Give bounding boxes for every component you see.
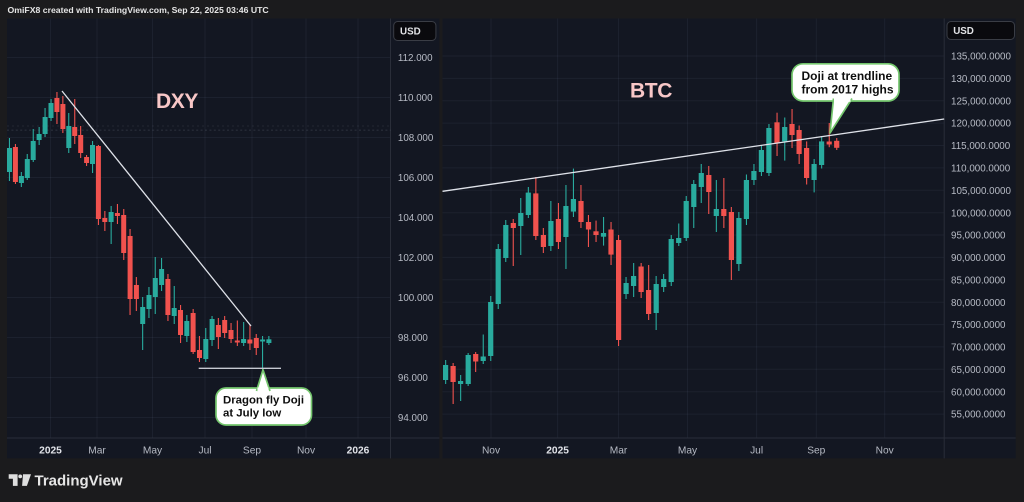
svg-text:110,000.0000: 110,000.0000 [951, 164, 1011, 175]
svg-text:Jul: Jul [750, 446, 763, 457]
svg-text:130,000.0000: 130,000.0000 [951, 74, 1011, 85]
svg-text:102.000: 102.000 [398, 253, 434, 264]
svg-text:Mar: Mar [610, 446, 628, 457]
svg-text:Mar: Mar [88, 446, 106, 457]
svg-text:55,000.0000: 55,000.0000 [951, 410, 1006, 421]
svg-text:112.000: 112.000 [398, 53, 433, 64]
svg-text:Doji at trendline: Doji at trendline [802, 69, 893, 83]
svg-text:110.000: 110.000 [398, 93, 433, 104]
svg-text:Jul: Jul [198, 446, 211, 457]
svg-text:Nov: Nov [876, 446, 895, 457]
svg-text:USD: USD [953, 26, 974, 37]
svg-text:65,000.0000: 65,000.0000 [951, 365, 1006, 376]
svg-text:135,000.0000: 135,000.0000 [951, 52, 1011, 63]
svg-text:94.000: 94.000 [398, 413, 429, 424]
svg-text:BTC: BTC [630, 80, 672, 103]
svg-text:Sep: Sep [807, 446, 825, 457]
svg-text:115,000.0000: 115,000.0000 [951, 141, 1011, 152]
svg-text:May: May [143, 446, 163, 457]
svg-text:125,000.0000: 125,000.0000 [951, 96, 1011, 107]
svg-text:80,000.0000: 80,000.0000 [951, 298, 1006, 309]
svg-text:Nov: Nov [482, 446, 501, 457]
svg-text:105,000.0000: 105,000.0000 [951, 186, 1011, 197]
svg-text:from 2017 highs: from 2017 highs [802, 83, 894, 97]
svg-text:104.000: 104.000 [398, 213, 434, 224]
svg-text:at July low: at July low [223, 408, 281, 420]
svg-text:TradingView: TradingView [35, 472, 123, 489]
svg-text:75,000.0000: 75,000.0000 [951, 320, 1006, 331]
svg-text:120,000.0000: 120,000.0000 [951, 119, 1011, 130]
svg-text:2026: 2026 [347, 446, 370, 457]
svg-text:2025: 2025 [546, 446, 569, 457]
svg-text:Nov: Nov [297, 446, 316, 457]
svg-text:100.000: 100.000 [398, 293, 434, 304]
svg-text:DXY: DXY [156, 90, 198, 113]
svg-text:OmiFX8 created with TradingVie: OmiFX8 created with TradingView.com, Sep… [8, 5, 270, 15]
svg-text:60,000.0000: 60,000.0000 [951, 387, 1006, 398]
svg-text:Sep: Sep [243, 446, 261, 457]
svg-text:May: May [678, 446, 698, 457]
svg-text:85,000.0000: 85,000.0000 [951, 275, 1006, 286]
svg-text:98.000: 98.000 [398, 333, 429, 344]
svg-text:96.000: 96.000 [398, 373, 429, 384]
svg-text:95,000.0000: 95,000.0000 [951, 231, 1006, 242]
svg-text:100,000.0000: 100,000.0000 [951, 208, 1011, 219]
svg-text:108.000: 108.000 [398, 133, 434, 144]
svg-text:USD: USD [400, 27, 421, 38]
svg-text:90,000.0000: 90,000.0000 [951, 253, 1006, 264]
svg-text:70,000.0000: 70,000.0000 [951, 343, 1006, 354]
svg-text:Dragon fly Doji: Dragon fly Doji [223, 395, 304, 407]
svg-text:106.000: 106.000 [398, 173, 434, 184]
svg-text:2025: 2025 [39, 446, 62, 457]
